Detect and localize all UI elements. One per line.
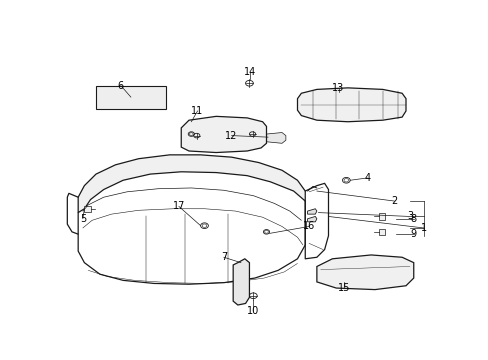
Polygon shape: [233, 259, 249, 305]
Text: 15: 15: [337, 283, 349, 293]
Polygon shape: [266, 132, 285, 143]
Polygon shape: [183, 122, 196, 136]
Polygon shape: [84, 206, 90, 212]
Text: 12: 12: [225, 131, 237, 141]
Text: 2: 2: [390, 196, 397, 206]
Text: 13: 13: [332, 83, 344, 93]
Text: 1: 1: [420, 223, 426, 233]
Text: 7: 7: [220, 252, 226, 262]
Polygon shape: [181, 116, 266, 153]
Polygon shape: [78, 155, 305, 213]
Polygon shape: [316, 255, 413, 289]
Text: 11: 11: [191, 106, 203, 116]
Polygon shape: [307, 209, 316, 214]
Polygon shape: [307, 216, 316, 222]
Text: 10: 10: [247, 306, 259, 316]
Text: 4: 4: [364, 173, 369, 183]
Text: 8: 8: [410, 214, 416, 224]
Text: 16: 16: [303, 221, 315, 231]
Text: 17: 17: [172, 202, 185, 211]
FancyBboxPatch shape: [96, 86, 165, 109]
Polygon shape: [378, 213, 384, 220]
Text: 6: 6: [118, 81, 123, 91]
Polygon shape: [378, 229, 384, 235]
Polygon shape: [297, 88, 405, 122]
Text: 5: 5: [80, 214, 86, 224]
Text: 14: 14: [244, 67, 256, 77]
Text: 3: 3: [406, 211, 412, 221]
Text: 9: 9: [410, 229, 416, 239]
